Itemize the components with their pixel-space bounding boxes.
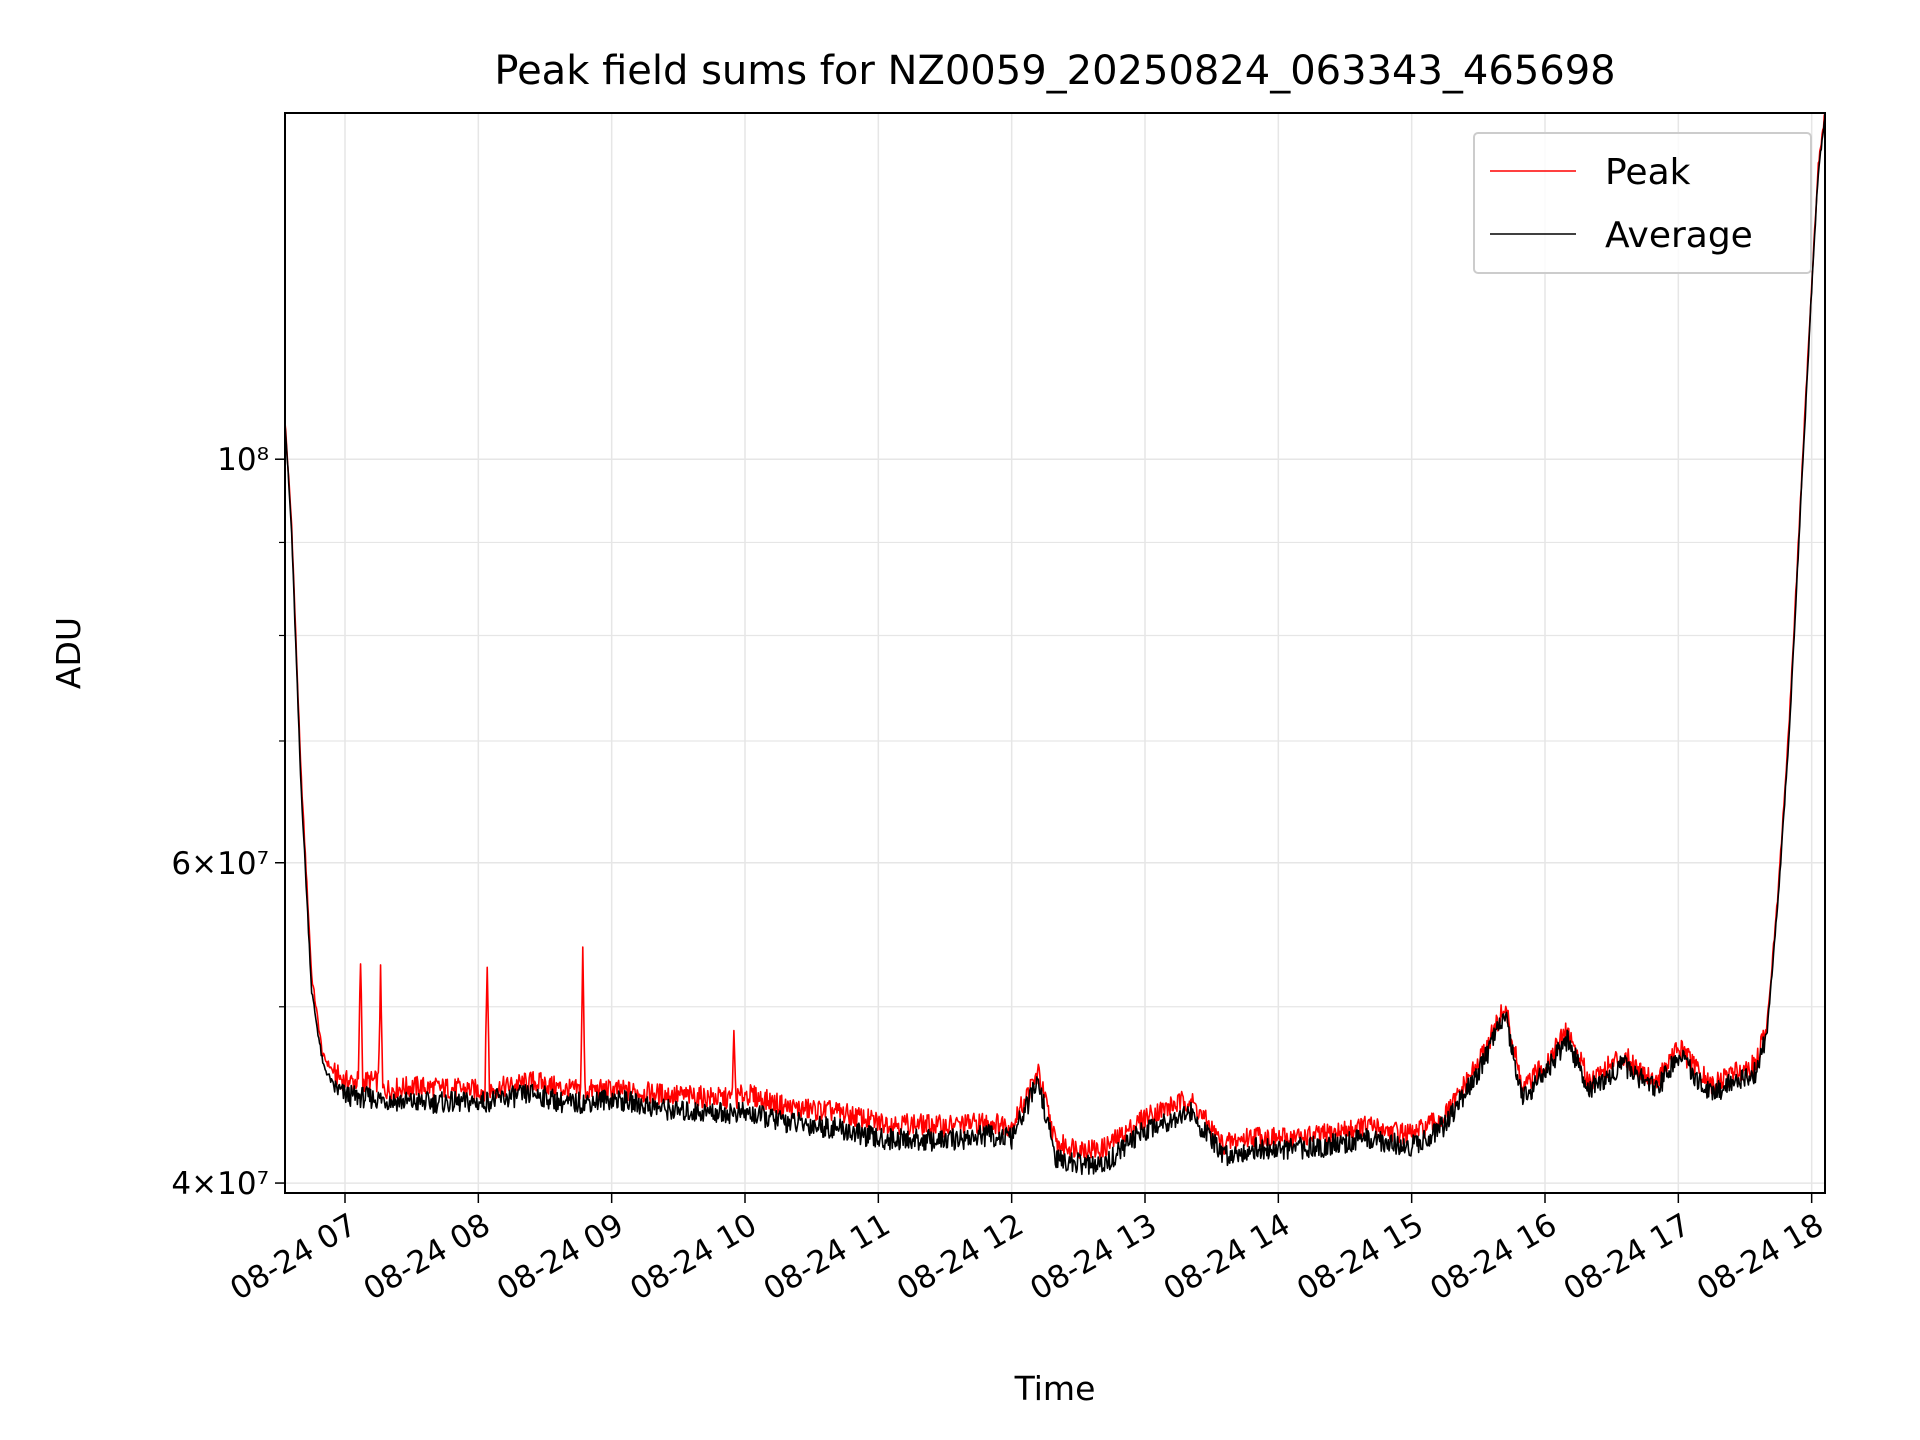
x-axis-label: Time (1014, 1369, 1096, 1408)
grid (285, 113, 1825, 1193)
series-line-average (285, 117, 1825, 1176)
y-tick-label: 6×10⁷ (171, 846, 269, 882)
legend-label-average: Average (1605, 215, 1753, 256)
plot-frame (284, 112, 1826, 1194)
legend-box (1473, 132, 1812, 274)
chart-title: Peak field sums for NZ0059_20250824_0633… (494, 48, 1615, 94)
y-tick-label: 10⁸ (217, 442, 269, 478)
series-layer (285, 113, 1825, 1176)
y-tick-label: 4×10⁷ (171, 1166, 269, 1202)
y-axis-ticks: 4×10⁷ 6×10⁷ 10⁸ (171, 442, 285, 1202)
legend-label-peak: Peak (1605, 152, 1691, 193)
legend: Peak Average (1473, 132, 1812, 274)
y-axis-label: ADU (49, 617, 88, 689)
series-line-peak (285, 113, 1825, 1161)
